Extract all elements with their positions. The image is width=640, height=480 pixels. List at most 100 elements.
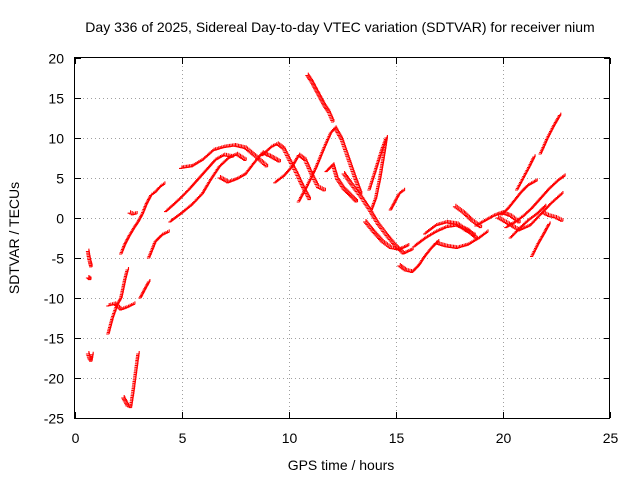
data-point <box>134 211 138 215</box>
data-point <box>317 93 321 98</box>
data-point <box>355 183 360 187</box>
data-point <box>343 146 347 151</box>
data-point <box>244 146 249 151</box>
data-point <box>465 228 469 233</box>
data-point <box>532 154 536 158</box>
data-point <box>236 152 240 157</box>
data-point <box>345 176 349 180</box>
data-point <box>376 222 381 227</box>
data-point <box>534 178 538 182</box>
data-point <box>306 73 310 78</box>
data-point <box>319 186 323 190</box>
data-point <box>371 214 376 218</box>
data-point <box>378 224 382 228</box>
data-point <box>465 213 469 218</box>
x-tick-label: 0 <box>72 430 80 446</box>
data-point <box>362 199 367 204</box>
data-point <box>271 155 276 160</box>
data-point <box>558 217 562 221</box>
data-point <box>405 243 410 247</box>
x-axis-title: GPS time / hours <box>288 457 395 473</box>
data-point <box>542 211 546 215</box>
data-point <box>296 174 300 178</box>
data-point <box>467 230 472 234</box>
data-point <box>288 159 292 163</box>
data-point <box>307 76 312 80</box>
data-point <box>512 225 517 229</box>
data-point <box>257 157 262 162</box>
data-point <box>497 215 501 220</box>
data-point <box>237 153 242 158</box>
data-point <box>398 264 403 268</box>
data-point <box>369 211 374 215</box>
data-point <box>351 184 355 188</box>
data-point <box>308 77 313 82</box>
data-point <box>361 198 366 203</box>
data-point <box>218 175 223 180</box>
data-point <box>462 226 466 231</box>
data-point <box>557 112 562 117</box>
data-point <box>505 212 510 216</box>
data-point <box>307 75 311 79</box>
series-arc-04 <box>106 267 130 335</box>
data-point <box>498 216 503 221</box>
data-point <box>85 351 90 355</box>
data-point <box>305 72 309 77</box>
series-arc-37 <box>540 210 564 222</box>
data-point <box>391 241 396 246</box>
data-point <box>336 178 340 182</box>
data-point <box>469 231 473 235</box>
data-point <box>345 190 350 195</box>
y-tick-label: 10 <box>48 131 64 147</box>
data-point <box>337 132 341 136</box>
data-point <box>458 208 463 212</box>
data-point <box>320 99 324 103</box>
data-point <box>380 227 384 231</box>
data-point <box>116 304 121 309</box>
data-point <box>124 401 129 406</box>
data-point <box>397 263 401 267</box>
data-point <box>341 143 346 147</box>
data-point <box>385 243 390 247</box>
data-point <box>347 191 351 196</box>
data-point <box>389 239 394 243</box>
data-point <box>284 152 289 157</box>
data-point <box>366 222 370 227</box>
data-point <box>352 175 357 179</box>
series-arc-14 <box>217 150 281 184</box>
series-arc-27 <box>433 229 489 249</box>
data-point <box>129 211 133 215</box>
y-tick-label: 15 <box>48 91 64 107</box>
data-point <box>285 154 290 158</box>
data-point <box>330 117 334 121</box>
data-point <box>365 204 369 208</box>
data-point <box>245 147 250 152</box>
data-point <box>457 223 462 228</box>
data-point <box>307 167 311 171</box>
data-point <box>311 176 316 181</box>
data-point <box>363 219 367 223</box>
data-point <box>375 221 380 225</box>
data-point <box>401 187 406 192</box>
data-point <box>301 184 305 189</box>
data-point <box>369 226 374 231</box>
data-point <box>353 176 358 181</box>
data-point <box>125 267 130 271</box>
data-point <box>336 131 340 135</box>
data-point <box>288 160 293 165</box>
data-point <box>293 168 297 172</box>
data-point <box>253 154 258 158</box>
data-point <box>351 170 355 174</box>
data-point <box>354 179 359 184</box>
data-point <box>306 195 311 199</box>
data-point <box>373 231 378 236</box>
data-point <box>298 180 303 184</box>
y-axis-title: SDTVAR / TECUs <box>6 182 22 294</box>
data-point <box>350 183 354 187</box>
data-point <box>281 146 286 150</box>
series-arc-11 <box>164 152 234 213</box>
data-point <box>347 158 351 162</box>
data-point <box>88 276 92 281</box>
data-point <box>335 176 339 181</box>
data-point <box>504 220 509 225</box>
